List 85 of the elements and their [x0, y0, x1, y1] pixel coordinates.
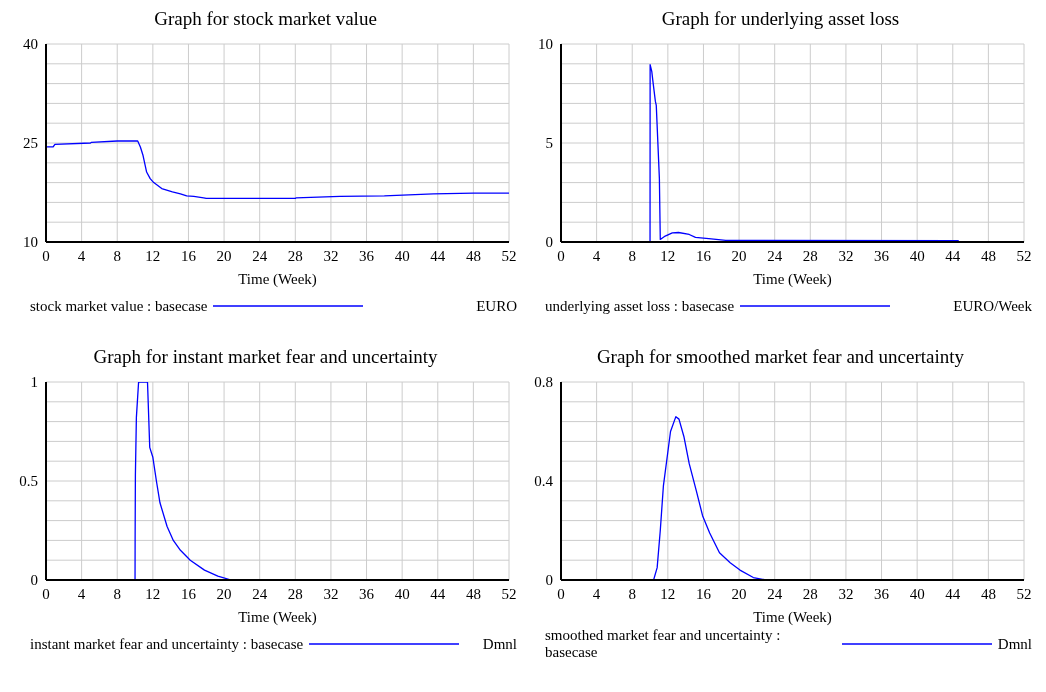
- x-tick-label: 36: [359, 585, 375, 602]
- x-tick-label: 32: [838, 585, 854, 602]
- x-tick-label: 44: [945, 585, 961, 602]
- x-tick-label: 16: [695, 247, 712, 264]
- y-tick-label: 0: [30, 572, 38, 589]
- y-tick-label: 0.4: [534, 473, 554, 490]
- x-axis-title: Time (Week): [753, 609, 832, 626]
- x-tick-label: 40: [909, 247, 925, 264]
- x-tick-label: 4: [77, 585, 86, 602]
- x-tick-label: 40: [394, 585, 410, 602]
- y-tick-label: 0.5: [19, 473, 38, 490]
- x-tick-label: 8: [628, 585, 636, 602]
- x-tick-label: 12: [145, 247, 161, 264]
- text: Dmnl: [997, 635, 1032, 653]
- text: Dmnl: [482, 635, 517, 653]
- chart-title: Graph for instant market fear and uncertainty: [92, 346, 439, 369]
- x-tick-label: 28: [802, 247, 818, 264]
- x-tick-label: 44: [430, 247, 446, 264]
- x-tick-label: 20: [731, 247, 747, 264]
- x-tick-label: 36: [359, 247, 375, 264]
- text: smoothed market fear and uncertainty : basecase: [545, 627, 782, 661]
- text: stock market value : basecase: [30, 297, 208, 315]
- x-tick-label: 4: [592, 247, 601, 264]
- x-tick-label: 52: [1016, 247, 1032, 264]
- x-tick-label: 16: [695, 585, 712, 602]
- y-tick-label: 0.8: [534, 374, 553, 391]
- line-series: [46, 140, 509, 200]
- x-tick-label: 24: [767, 247, 783, 264]
- y-tick-label: 0: [545, 572, 553, 589]
- chart-title: Graph for underlying asset loss: [660, 8, 901, 31]
- x-tick-label: 28: [287, 247, 303, 264]
- x-axis-title: Time (Week): [753, 271, 832, 288]
- x-tick-label: 20: [216, 585, 232, 602]
- y-tick-label: 5: [545, 135, 553, 152]
- x-tick-label: 8: [628, 247, 636, 264]
- x-tick-label: 28: [287, 585, 303, 602]
- y-tick-label: 25: [23, 135, 38, 152]
- x-tick-label: 12: [660, 585, 676, 602]
- x-tick-label: 0: [557, 585, 565, 602]
- x-tick-label: 52: [501, 585, 517, 602]
- x-tick-label: 24: [767, 585, 783, 602]
- y-tick-label: 10: [538, 36, 553, 53]
- x-tick-label: 28: [802, 585, 818, 602]
- x-tick-label: 36: [874, 585, 890, 602]
- x-axis-title: Time (Week): [238, 609, 317, 626]
- x-tick-label: 48: [980, 247, 996, 264]
- x-tick-label: 36: [874, 247, 890, 264]
- text: EURO: [476, 297, 517, 315]
- x-tick-label: 20: [731, 585, 747, 602]
- x-tick-label: 0: [42, 247, 50, 264]
- x-tick-label: 8: [113, 585, 121, 602]
- x-tick-label: 52: [501, 247, 517, 264]
- x-tick-label: 24: [252, 247, 268, 264]
- x-tick-label: 48: [465, 247, 481, 264]
- x-tick-label: 52: [1016, 585, 1032, 602]
- y-tick-label: 1: [30, 374, 38, 391]
- x-tick-label: 0: [557, 247, 565, 264]
- text: EURO/Week: [953, 297, 1032, 315]
- chart-title: Graph for smoothed market fear and uncertainty: [595, 346, 966, 369]
- x-tick-label: 44: [945, 247, 961, 264]
- x-tick-label: 16: [180, 585, 197, 602]
- x-tick-label: 40: [909, 585, 925, 602]
- x-tick-label: 8: [113, 247, 121, 264]
- x-tick-label: 48: [980, 585, 996, 602]
- x-tick-label: 48: [465, 585, 481, 602]
- y-tick-label: 0: [545, 234, 553, 251]
- x-tick-label: 12: [145, 585, 161, 602]
- x-tick-label: 32: [838, 247, 854, 264]
- x-tick-label: 20: [216, 247, 232, 264]
- x-tick-label: 44: [430, 585, 446, 602]
- text: instant market fear and uncertainty : basecase: [30, 635, 304, 653]
- x-tick-label: 16: [180, 247, 197, 264]
- text: underlying asset loss : basecase: [545, 297, 735, 315]
- x-tick-label: 24: [252, 585, 268, 602]
- x-tick-label: 0: [42, 585, 50, 602]
- x-tick-label: 40: [394, 247, 410, 264]
- x-tick-label: 12: [660, 247, 676, 264]
- x-tick-label: 32: [323, 585, 339, 602]
- chart-title: Graph for stock market value: [153, 8, 378, 31]
- x-tick-label: 4: [592, 585, 601, 602]
- x-tick-label: 4: [77, 247, 86, 264]
- y-tick-label: 10: [23, 234, 38, 251]
- x-axis-title: Time (Week): [238, 271, 317, 288]
- x-tick-label: 32: [323, 247, 339, 264]
- y-tick-label: 40: [23, 36, 38, 53]
